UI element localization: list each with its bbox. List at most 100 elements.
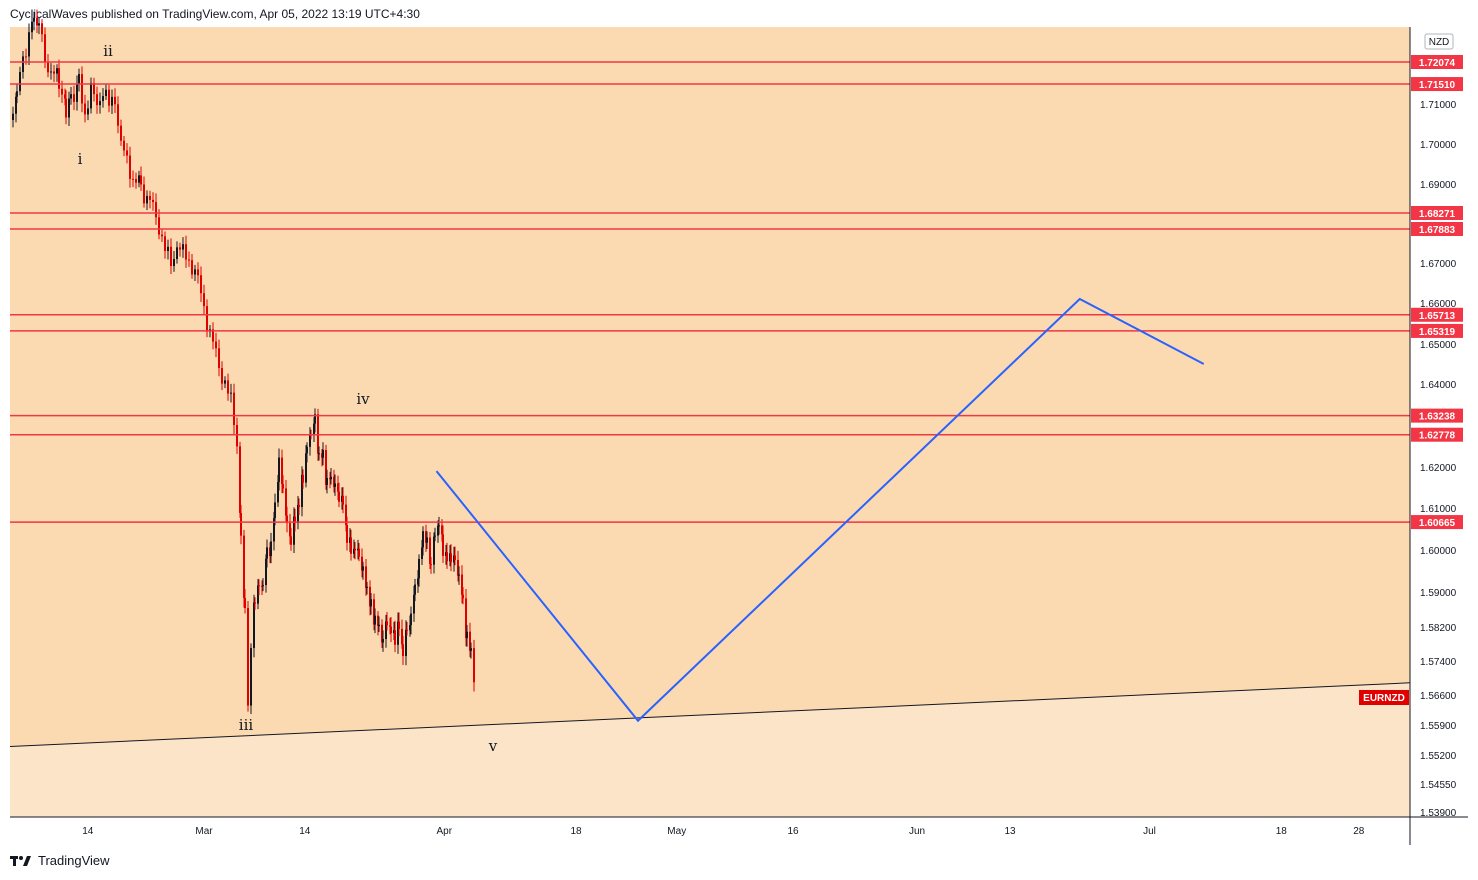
- candle-body: [16, 91, 18, 97]
- time-tick: Jul: [1143, 826, 1156, 837]
- footer[interactable]: TradingView: [10, 853, 110, 868]
- candle-body: [105, 89, 107, 97]
- candle-body: [401, 628, 403, 645]
- candle-body: [197, 269, 199, 276]
- candle-body: [25, 56, 27, 58]
- candle-body: [194, 269, 196, 275]
- candle-body: [286, 515, 288, 524]
- candle-body: [361, 556, 363, 571]
- time-tick: Apr: [436, 826, 452, 837]
- candle-body: [244, 598, 246, 609]
- candle-body: [152, 199, 154, 203]
- candle-body: [262, 585, 264, 587]
- candle-body: [155, 202, 157, 218]
- candle-body: [236, 425, 238, 447]
- candle-body: [290, 536, 292, 545]
- time-tick: 14: [299, 826, 311, 837]
- candle-body: [239, 446, 241, 513]
- level-label-bg: [1411, 515, 1463, 530]
- candle-body: [126, 150, 128, 156]
- candle-body: [44, 34, 46, 63]
- candle-body: [158, 217, 160, 235]
- level-label: 1.68271: [1419, 209, 1456, 220]
- candle-body: [438, 525, 440, 527]
- time-tick: 28: [1353, 826, 1365, 837]
- time-axis[interactable]: 14 Mar 14 Apr 18 May 16 Jun 13 Jul 18 28: [82, 826, 1365, 837]
- candle-body: [120, 125, 122, 141]
- candle-body: [397, 621, 399, 645]
- price-axis[interactable]: 1.71000 1.70000 1.69000 1.67000 1.66000 1.650…: [1420, 100, 1457, 819]
- level-label: 1.67883: [1419, 225, 1456, 236]
- candle-body: [33, 17, 35, 22]
- price-tick: 1.58200: [1420, 623, 1457, 634]
- candle-body: [342, 495, 344, 505]
- candle-body: [306, 446, 308, 454]
- candle-body: [417, 578, 419, 585]
- candle-body: [58, 68, 60, 89]
- candle-body: [243, 535, 245, 599]
- candle-body: [227, 380, 229, 394]
- candle-body: [333, 476, 335, 487]
- candle-body: [224, 380, 226, 384]
- candle-body: [96, 94, 98, 106]
- candle-body: [418, 558, 420, 579]
- candle-body: [274, 502, 276, 519]
- candle-body: [285, 488, 287, 516]
- candle-body: [466, 631, 468, 639]
- price-tick: 1.64000: [1420, 380, 1457, 391]
- candle-body: [200, 275, 202, 294]
- level-label-bg: [1411, 206, 1463, 220]
- candle-body: [378, 624, 380, 627]
- candle-body: [261, 585, 263, 587]
- price-tick: 1.67000: [1420, 259, 1457, 270]
- level-label: 1.62778: [1419, 431, 1456, 442]
- candle-body: [123, 140, 125, 151]
- candle-body: [365, 566, 367, 588]
- candle-body: [450, 553, 452, 563]
- candle-body: [87, 108, 89, 115]
- candle-body: [369, 586, 371, 607]
- candle-body: [322, 449, 324, 458]
- level-label-bg: [1411, 323, 1463, 338]
- candle-body: [135, 179, 137, 183]
- level-label: 1.71510: [1419, 80, 1456, 91]
- candle-body: [454, 555, 456, 560]
- candle-body: [179, 247, 181, 250]
- candle-body: [282, 484, 284, 489]
- candle-body: [425, 531, 427, 543]
- footer-brand: TradingView: [38, 853, 110, 868]
- level-label: 1.72074: [1419, 58, 1456, 69]
- chart-pane[interactable]: [10, 27, 1410, 817]
- candle-body: [129, 155, 131, 179]
- candle-body: [373, 599, 375, 625]
- candle-body: [410, 613, 412, 626]
- candle-body: [302, 474, 304, 483]
- candle-body: [230, 392, 232, 394]
- candle-body: [309, 434, 311, 447]
- candle-body: [203, 293, 205, 307]
- price-tick: 1.54550: [1420, 780, 1457, 791]
- candle-body: [56, 68, 58, 74]
- candle-body: [405, 629, 407, 657]
- candle-body: [330, 476, 332, 480]
- candle-body: [281, 457, 283, 485]
- candle-body: [446, 552, 448, 562]
- time-tick: 13: [1004, 826, 1016, 837]
- projection-path[interactable]: [435, 297, 1205, 723]
- candle-body: [406, 629, 408, 631]
- candle-body: [426, 537, 428, 543]
- candle-body: [167, 246, 169, 252]
- level-label-bg: [1411, 77, 1463, 92]
- support-trendline[interactable]: [9, 682, 1411, 747]
- candle-body: [47, 62, 49, 73]
- candle-body: [28, 32, 30, 57]
- level-label-bg: [1411, 427, 1463, 442]
- candle-body: [386, 621, 388, 626]
- candle-body: [70, 94, 72, 99]
- time-tick: May: [667, 826, 686, 837]
- candle-body: [31, 21, 33, 33]
- candle-body: [64, 94, 66, 99]
- candle-body: [354, 548, 356, 551]
- candle-body: [212, 329, 214, 342]
